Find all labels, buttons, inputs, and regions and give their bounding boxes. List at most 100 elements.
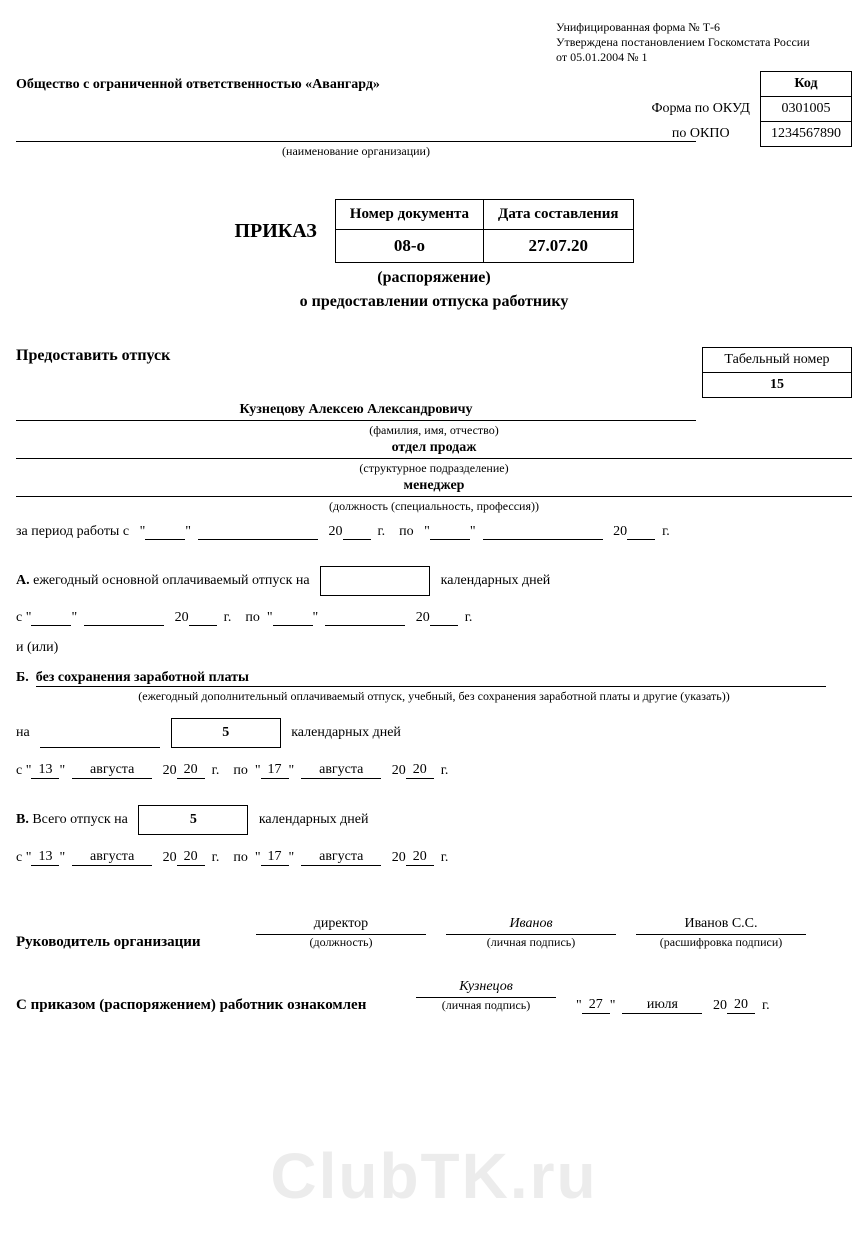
section-b-title-line: Б. без сохранения заработной платы <box>16 670 852 687</box>
y20b: 20 <box>613 524 627 539</box>
b-caption: (ежегодный дополнительный оплачиваемый о… <box>16 689 852 704</box>
v-text: Всего отпуск на <box>32 812 127 827</box>
org-name: Общество с ограниченной ответственностью… <box>16 77 556 93</box>
b-po: по <box>233 763 248 778</box>
b-from-day: 13 <box>31 762 59 779</box>
section-v-line: В. Всего отпуск на 5 календарных дней <box>16 805 852 835</box>
v-from-month: августа <box>72 849 152 866</box>
position: менеджер <box>16 478 852 497</box>
b-to-year: 20 <box>406 762 434 779</box>
header-line3: от 05.01.2004 № 1 <box>556 50 852 65</box>
department: отдел продаж <box>16 440 852 459</box>
v-to-day: 17 <box>261 849 289 866</box>
g: г. <box>378 524 386 539</box>
a-y20b: 20 <box>416 610 430 625</box>
period-prefix: за период работы с <box>16 524 129 539</box>
ack-day: 27 <box>582 997 610 1014</box>
a-gb: г. <box>465 610 473 625</box>
b-gb: г. <box>441 763 449 778</box>
b-from-month: августа <box>72 762 152 779</box>
org-caption: (наименование организации) <box>16 144 696 159</box>
position-caption: (должность (специальность, профессия)) <box>16 499 852 514</box>
order-subtitle1: (распоряжение) <box>16 269 852 287</box>
b-y20b: 20 <box>392 763 406 778</box>
tab-num-value: 15 <box>702 372 852 398</box>
v-c: с <box>16 850 22 865</box>
ack-label: С приказом (распоряжением) работник озна… <box>16 997 396 1014</box>
manager-signature: Иванов <box>446 916 616 935</box>
okpo-value: 1234567890 <box>761 122 852 147</box>
ack-block: С приказом (распоряжением) работник озна… <box>16 979 852 1014</box>
b-date-line: с "13" августа 2020 г. по "17" августа 2… <box>16 762 852 779</box>
b-days-line: на 5 календарных дней <box>16 718 852 748</box>
v-gb: г. <box>441 850 449 865</box>
a-po: по <box>245 610 260 625</box>
manager-decryption: Иванов С.С. <box>636 916 806 935</box>
dept-caption: (структурное подразделение) <box>16 461 852 476</box>
section-a: А. ежегодный основной оплачиваемый отпус… <box>16 566 852 596</box>
v-to-year: 20 <box>406 849 434 866</box>
header-line1: Унифицированная форма № Т-6 <box>556 20 852 35</box>
b-from-year: 20 <box>177 762 205 779</box>
v-g: г. <box>212 850 220 865</box>
b-na: на <box>16 725 30 740</box>
a-label: А. <box>16 573 30 588</box>
v-days-label: календарных дней <box>259 812 369 827</box>
b-label: Б. <box>16 670 29 685</box>
v-y20: 20 <box>163 850 177 865</box>
b-g: г. <box>212 763 220 778</box>
ack-sig-caption: (личная подпись) <box>442 998 531 1012</box>
b-to-month: августа <box>301 762 381 779</box>
manager-sig-caption: (личная подпись) <box>487 935 576 949</box>
v-from-year: 20 <box>177 849 205 866</box>
v-label: В. <box>16 812 29 827</box>
ack-month: июля <box>622 997 702 1014</box>
work-period-line: за период работы с "" 20 г. по "" 20 г. <box>16 524 852 540</box>
b-days-label: календарных дней <box>291 725 401 740</box>
ack-signature: Кузнецов <box>416 979 556 998</box>
b-to-day: 17 <box>261 762 289 779</box>
y20: 20 <box>329 524 343 539</box>
ack-year: 20 <box>727 997 755 1014</box>
b-title: без сохранения заработной платы <box>36 670 826 687</box>
manager-position: директор <box>256 916 426 935</box>
gb: г. <box>662 524 670 539</box>
and-or: и (или) <box>16 640 852 656</box>
doc-number: 08-о <box>335 230 483 263</box>
grant-label: Предоставить отпуск <box>16 347 170 364</box>
header-line2: Утверждена постановлением Госкомстата Ро… <box>556 35 852 50</box>
manager-position-caption: (должность) <box>310 935 373 949</box>
v-from-day: 13 <box>31 849 59 866</box>
a-g: г. <box>224 610 232 625</box>
form-header-note: Унифицированная форма № Т-6 Утверждена п… <box>556 20 852 65</box>
manager-label: Руководитель организации <box>16 934 236 951</box>
employee-fio: Кузнецову Алексею Александровичу <box>16 402 696 421</box>
ack-y20: 20 <box>713 998 727 1013</box>
manager-signature-block: Руководитель организации директор (должн… <box>16 916 852 951</box>
doc-num-label: Номер документа <box>335 200 483 230</box>
doc-date-label: Дата составления <box>484 200 633 230</box>
v-date-line: с "13" августа 2020 г. по "17" августа 2… <box>16 849 852 866</box>
a-date-line: с "" 20 г. по "" 20 г. <box>16 610 852 626</box>
b-c: с <box>16 763 22 778</box>
ack-date: "27" июля 2020 г. <box>576 997 770 1014</box>
v-to-month: августа <box>301 849 381 866</box>
manager-decr-caption: (расшифровка подписи) <box>660 935 783 949</box>
v-po: по <box>233 850 248 865</box>
order-title: ПРИКАЗ <box>234 220 316 243</box>
watermark: ClubTK.ru <box>16 1139 852 1213</box>
v-days: 5 <box>138 805 248 835</box>
ack-g: г. <box>762 998 770 1013</box>
a-y20: 20 <box>175 610 189 625</box>
a-days-label: календарных дней <box>441 573 551 588</box>
a-text: ежегодный основной оплачиваемый отпуск н… <box>33 573 310 588</box>
a-c: с <box>16 610 22 625</box>
v-y20b: 20 <box>392 850 406 865</box>
order-subtitle2: о предоставлении отпуска работнику <box>16 293 852 311</box>
po: по <box>399 524 414 539</box>
tab-num-label: Табельный номер <box>702 347 852 372</box>
a-days-box <box>320 566 430 596</box>
fio-caption: (фамилия, имя, отчество) <box>16 423 852 438</box>
doc-date: 27.07.20 <box>484 230 633 263</box>
b-y20: 20 <box>163 763 177 778</box>
